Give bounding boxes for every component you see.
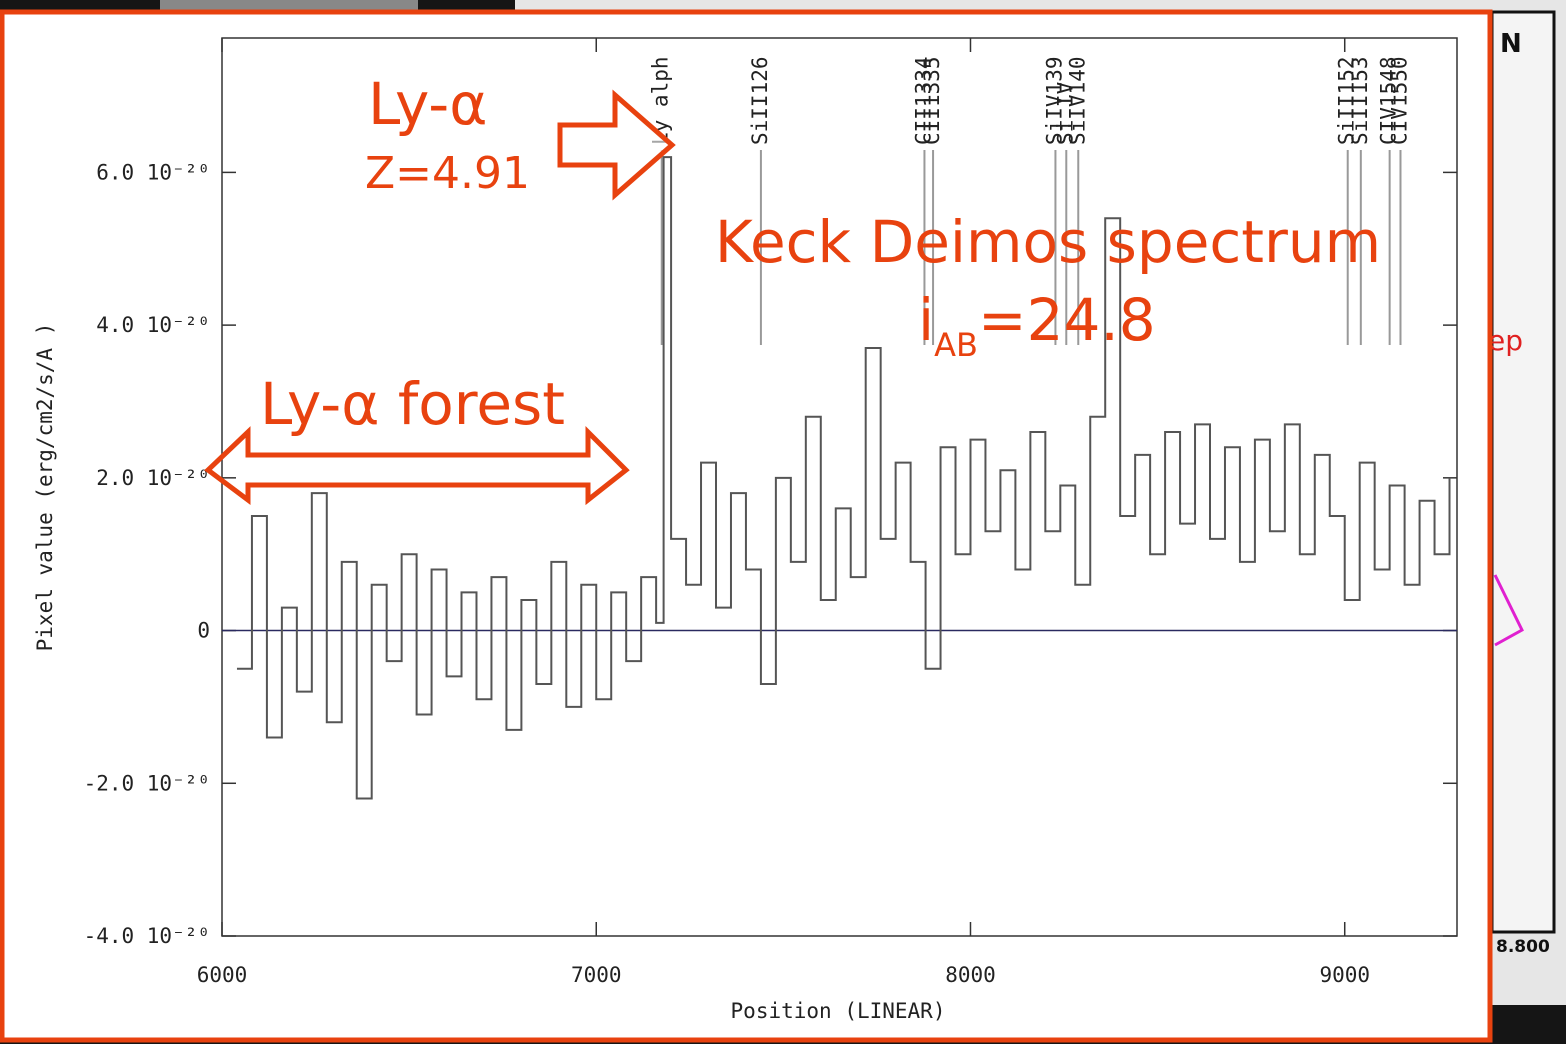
line-id-label: CIV1550 — [1387, 56, 1411, 145]
line-id-label: Si IV — [1053, 81, 1077, 145]
forest-label: Ly-α forest — [260, 370, 565, 438]
y-axis-label: Pixel value (erg/cm2/s/A ) — [33, 323, 57, 652]
redshift-label: Z=4.91 — [365, 148, 530, 199]
mag-base: i — [918, 286, 934, 354]
y-tick-label: -4.0 10⁻²⁰ — [84, 924, 210, 948]
fragment-label: ep — [1488, 324, 1523, 357]
y-tick-label: 2.0 10⁻²⁰ — [96, 466, 210, 490]
plot: -4.0 10⁻²⁰ -2.0 10⁻²⁰ 0 2.0 10⁻²⁰ 4.0 10⁻²⁰ 6… — [84, 38, 1457, 987]
x-tick-label: 7000 — [571, 963, 622, 987]
y-tick-label: 0 — [197, 619, 210, 643]
double-arrow — [204, 425, 630, 506]
marker — [1493, 574, 1524, 647]
line-id-label: SiII126 — [748, 56, 772, 145]
line-id-label: SiII152 — [1335, 56, 1359, 145]
y-tick-label: 6.0 10⁻²⁰ — [96, 160, 210, 184]
line-id-label: CIV1548 — [1377, 56, 1401, 145]
x-tick-label: 9000 — [1319, 963, 1370, 987]
scale-label: 8.800 — [1496, 937, 1550, 957]
lya-label: Ly-α — [368, 70, 487, 138]
y-tick-label: 4.0 10⁻²⁰ — [96, 313, 210, 337]
x-tick-label: 8000 — [945, 963, 996, 987]
arrow — [557, 89, 676, 201]
spectrum-line — [236, 156, 1451, 800]
mag-rest: =24.8 — [978, 286, 1156, 354]
image-frame — [1490, 10, 1556, 934]
plot-area — [221, 37, 1458, 937]
image-strip — [160, 0, 418, 12]
annotations: Ly-α Z=4.91 Keck Deimos spectrum iAB=24.… — [204, 70, 1381, 506]
line-id-label: SiII153 — [1348, 56, 1372, 145]
line-id-label: CII1335 — [920, 56, 944, 145]
y-tick-label: -2.0 10⁻²⁰ — [84, 771, 210, 795]
x-axis-label: Position (LINEAR) — [731, 999, 946, 1023]
line-id-label: CII1334 — [911, 56, 935, 145]
line-id-label: SiIV140 — [1065, 56, 1089, 145]
line-id-label: SiIV139 — [1042, 56, 1066, 145]
north-label: N — [1500, 29, 1522, 59]
mag-label: iAB=24.8 — [918, 286, 1156, 364]
mag-sub: AB — [934, 326, 978, 364]
x-tick-label: 6000 — [197, 963, 248, 987]
title-label: Keck Deimos spectrum — [715, 208, 1381, 276]
